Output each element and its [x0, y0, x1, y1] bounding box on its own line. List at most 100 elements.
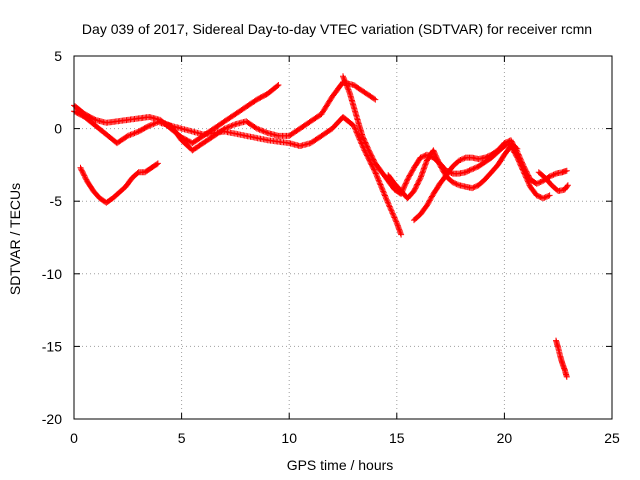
data-point: [416, 177, 423, 184]
data-point: [458, 156, 465, 163]
data-point: [79, 168, 86, 175]
data-point: [465, 168, 472, 174]
data-point: [471, 165, 478, 172]
data-point: [374, 174, 381, 181]
data-point: [408, 168, 415, 175]
data-point: [433, 154, 440, 160]
data-point: [401, 184, 407, 191]
data-point: [549, 172, 556, 179]
data-point: [80, 171, 87, 178]
data-point: [514, 148, 521, 155]
data-point: [371, 167, 378, 174]
data-point: [416, 176, 423, 183]
data-point: [470, 165, 477, 172]
data-point: [354, 130, 361, 137]
data-point: [387, 206, 394, 213]
data-point: [383, 196, 390, 203]
data-point: [366, 148, 373, 155]
data-point: [381, 191, 388, 198]
data-point: [150, 121, 157, 128]
data-point: [385, 200, 392, 207]
data-point: [508, 138, 515, 145]
data-point: [391, 214, 398, 221]
data-point: [521, 164, 528, 171]
data-point: [371, 166, 377, 173]
data-point: [452, 180, 459, 187]
data-point: [381, 192, 388, 199]
data-point: [520, 163, 527, 170]
data-point: [426, 198, 433, 205]
data-point: [274, 82, 281, 89]
data-point: [352, 125, 358, 132]
data-point: [380, 188, 387, 195]
data-point: [383, 195, 389, 202]
data-point: [371, 95, 378, 102]
data-point: [510, 141, 516, 148]
data-point: [421, 152, 428, 159]
data-point: [372, 170, 379, 177]
data-point: [389, 210, 396, 217]
data-point: [368, 152, 375, 159]
data-point: [509, 139, 516, 146]
data-point: [367, 150, 374, 156]
data-point: [403, 179, 410, 186]
data-point: [373, 171, 380, 178]
data-point: [258, 127, 264, 134]
data-point: [461, 155, 468, 162]
data-point: [127, 131, 134, 138]
data-point: [379, 187, 386, 193]
data-point: [519, 160, 526, 167]
data-point: [523, 168, 530, 175]
data-point: [361, 136, 368, 143]
plot-frame: [73, 55, 613, 420]
data-point: [524, 169, 530, 176]
y-axis-label: SDTVAR / TECUs: [7, 183, 23, 295]
data-point: [260, 128, 267, 135]
data-point: [354, 132, 361, 139]
data-point: [425, 200, 432, 206]
data-point: [252, 124, 259, 131]
x-axis-label: GPS time / hours: [287, 457, 394, 473]
data-point: [471, 184, 478, 190]
data-point: [544, 193, 550, 200]
data-point: [345, 88, 352, 94]
data-point: [405, 175, 412, 182]
data-point: [351, 124, 358, 131]
data-point: [255, 126, 262, 133]
data-point: [535, 180, 541, 187]
data-point: [132, 129, 139, 136]
data-point: [154, 160, 161, 167]
data-point: [563, 167, 570, 174]
data-point: [519, 159, 525, 166]
data-point: [77, 164, 84, 171]
data-point: [432, 152, 439, 159]
data-point: [546, 173, 553, 180]
data-point: [414, 180, 421, 187]
data-point: [384, 199, 391, 206]
data-point: [517, 155, 524, 162]
data-point: [361, 138, 368, 145]
grid: [74, 56, 612, 419]
data-point: [457, 157, 464, 163]
data-point: [485, 152, 492, 159]
x-tick-label: 0: [70, 430, 78, 446]
data-point: [390, 213, 397, 220]
data-point: [389, 209, 395, 215]
data-point: [522, 167, 529, 174]
data-point: [515, 151, 522, 158]
data-point: [386, 203, 393, 210]
data-point: [525, 179, 532, 186]
data-point: [398, 231, 405, 238]
data-point: [535, 193, 541, 199]
data-point: [514, 150, 521, 157]
data-point: [365, 146, 372, 153]
data-point: [370, 156, 377, 163]
data-point: [384, 198, 391, 204]
x-tick-label: 25: [604, 430, 620, 446]
data-point: [352, 126, 359, 133]
x-tick-label: 15: [389, 430, 405, 446]
data-point: [392, 217, 399, 224]
data-point: [409, 167, 416, 174]
